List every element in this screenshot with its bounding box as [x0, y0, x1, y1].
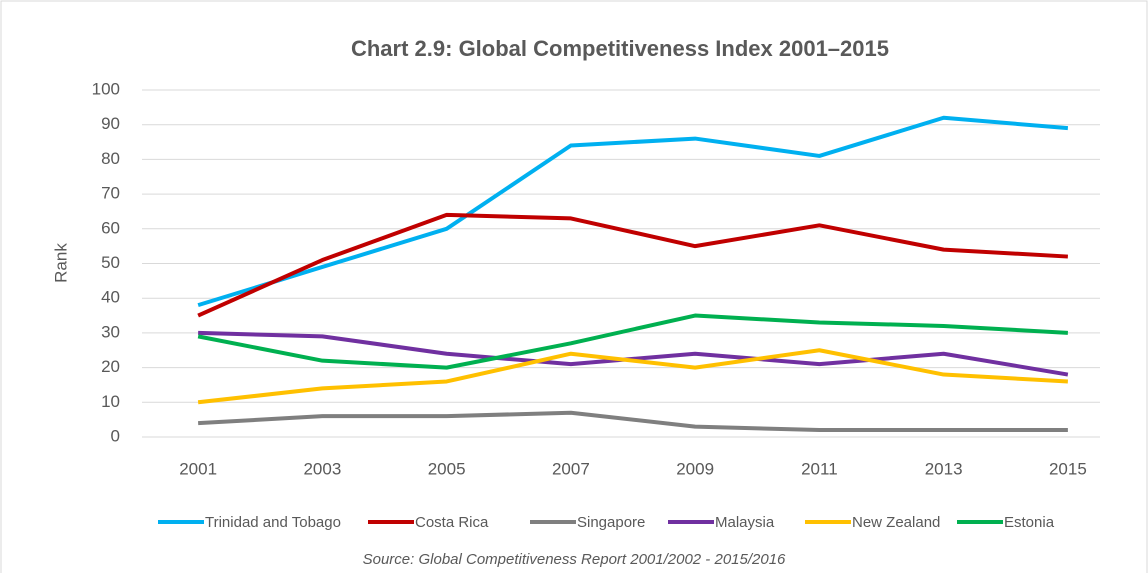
x-tick-label: 2011	[801, 459, 838, 478]
source-note: Source: Global Competitiveness Report 20…	[363, 551, 786, 568]
series-line	[197, 212, 1068, 318]
legend-label: Trinidad and Tobago	[205, 514, 341, 531]
chart-title: Chart 2.9: Global Competitiveness Index …	[351, 36, 889, 61]
x-tick-label: 2015	[1049, 459, 1087, 478]
legend-label: Singapore	[577, 514, 645, 531]
y-axis-label: Rank	[51, 243, 70, 283]
x-tick-label: 2005	[428, 459, 466, 478]
series-line	[198, 410, 1068, 433]
legend-label: Malaysia	[715, 514, 775, 531]
series-line	[197, 115, 1069, 308]
y-tick-label: 90	[101, 114, 120, 133]
legend-label: New Zealand	[852, 514, 940, 531]
y-tick-label: 30	[101, 322, 120, 341]
y-tick-label: 10	[101, 392, 120, 411]
x-tick-label: 2007	[552, 459, 590, 478]
y-tick-label: 80	[101, 149, 120, 168]
x-tick-label: 2013	[925, 459, 963, 478]
y-tick-label: 50	[101, 253, 120, 272]
y-tick-label: 70	[101, 184, 120, 203]
y-tick-label: 0	[111, 426, 120, 445]
x-tick-label: 2009	[676, 459, 714, 478]
series-line	[198, 330, 1069, 377]
y-tick-label: 20	[101, 357, 120, 376]
x-tick-label: 2003	[303, 459, 341, 478]
y-tick-label: 40	[101, 288, 120, 307]
legend-label: Estonia	[1004, 514, 1055, 531]
legend-label: Costa Rica	[415, 514, 489, 531]
series-line	[197, 313, 1068, 370]
series-line	[197, 348, 1068, 405]
y-tick-label: 60	[101, 218, 120, 237]
x-tick-label: 2001	[179, 459, 217, 478]
y-tick-label: 100	[92, 79, 120, 98]
